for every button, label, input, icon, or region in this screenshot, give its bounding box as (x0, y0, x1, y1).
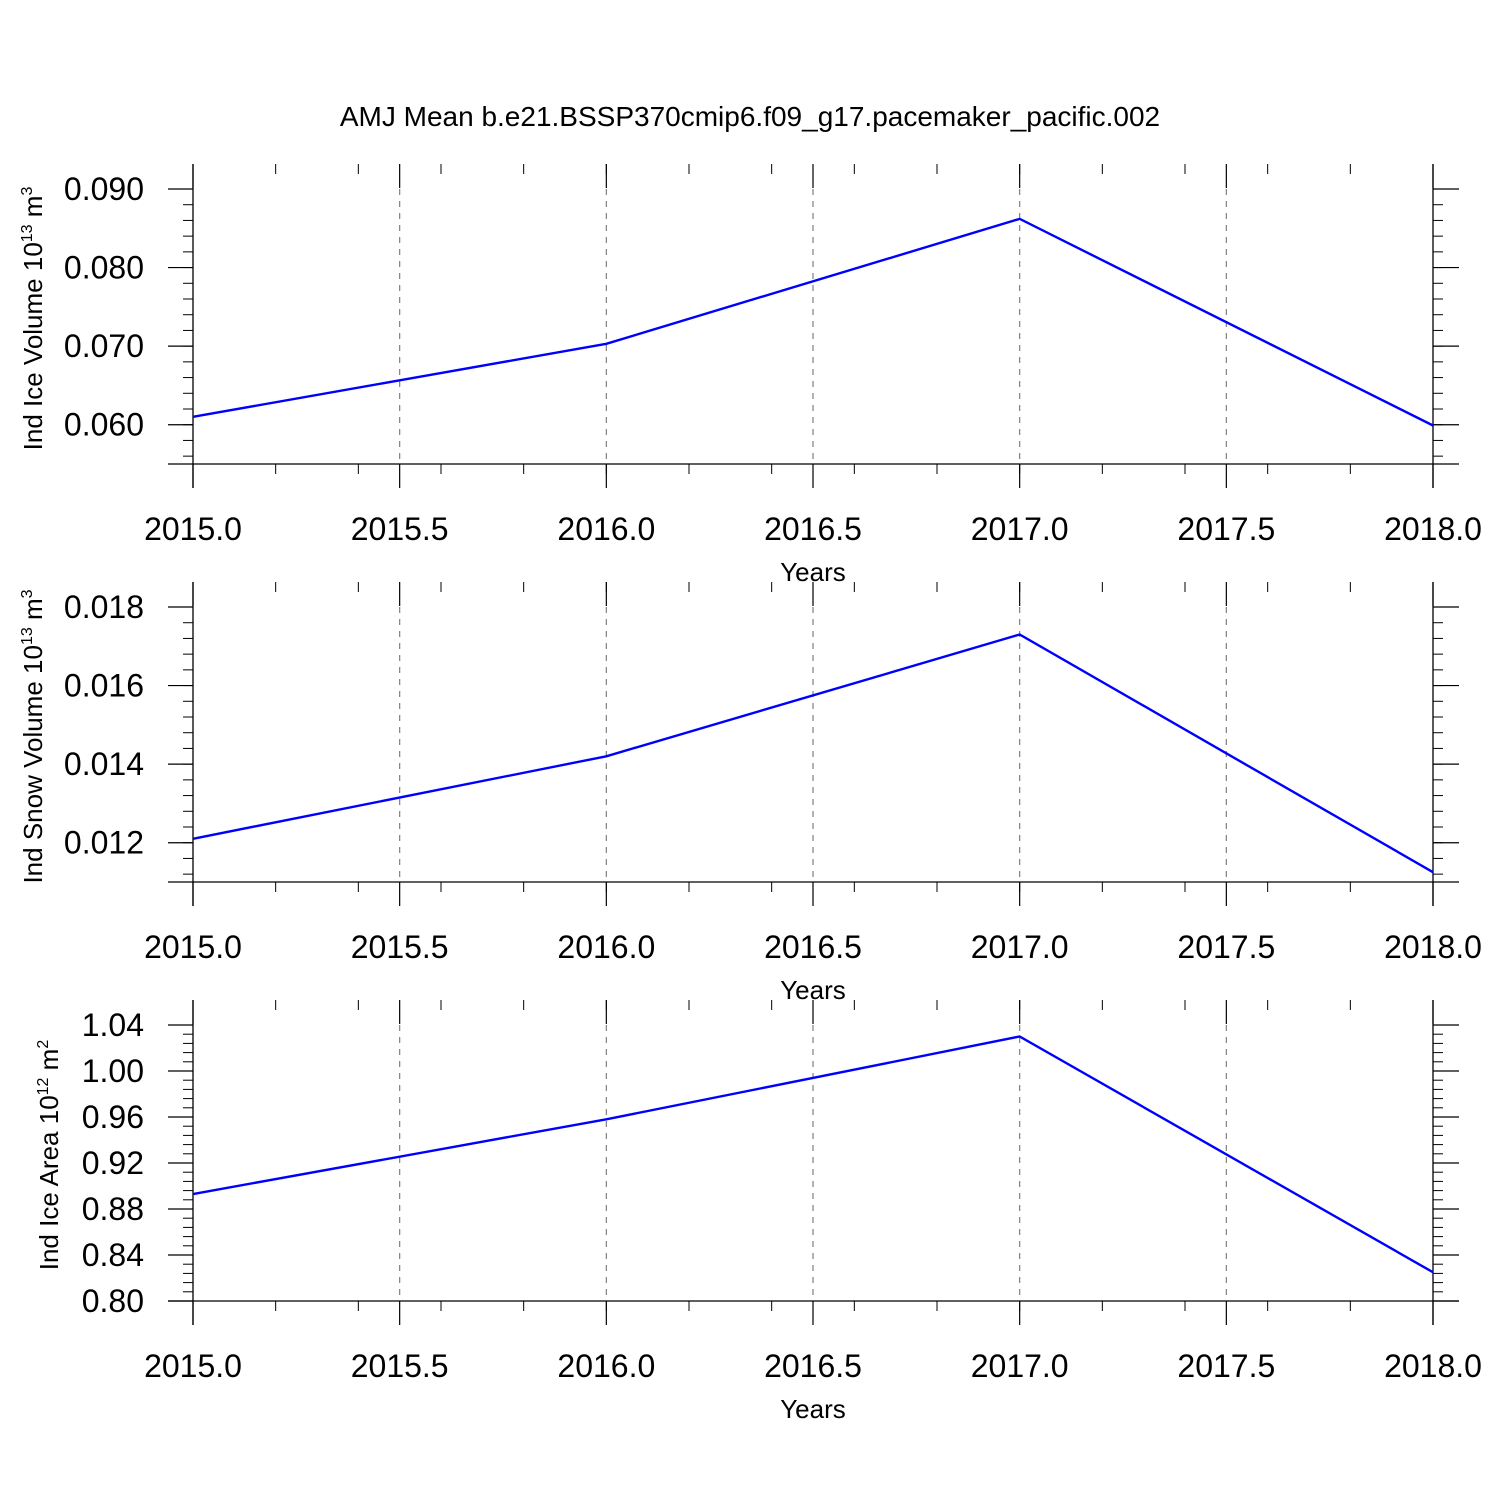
y-tick-label: 0.014 (64, 746, 144, 782)
x-tick-label: 2017.0 (971, 929, 1069, 965)
y-tick-label: 0.92 (82, 1145, 144, 1181)
y-tick-label: 0.016 (64, 668, 144, 704)
x-tick-label: 2016.0 (557, 1348, 655, 1384)
x-tick-label: 2016.5 (764, 929, 862, 965)
x-tick-label: 2015.5 (351, 511, 449, 547)
figure-title: AMJ Mean b.e21.BSSP370cmip6.f09_g17.pace… (340, 101, 1160, 132)
x-tick-label: 2015.5 (351, 1348, 449, 1384)
x-tick-label: 2018.0 (1384, 929, 1482, 965)
x-tick-label: 2016.0 (557, 929, 655, 965)
y-tick-label: 0.80 (82, 1283, 144, 1319)
x-tick-label: 2017.0 (971, 1348, 1069, 1384)
series-line (192, 633, 1434, 874)
x-tick-label: 2017.5 (1177, 929, 1275, 965)
y-tick-label: 0.84 (82, 1237, 144, 1273)
y-tick-label: 0.96 (82, 1099, 144, 1135)
series-line (192, 217, 1434, 427)
x-tick-label: 2015.0 (144, 929, 242, 965)
series-line (192, 1035, 1434, 1274)
y-tick-label: 1.04 (82, 1007, 144, 1043)
chart-panel-2: 2015.0 2015.5 2016.0 2016.5 2017.0 2017.5 2018… (18, 582, 1482, 1005)
x-tick-label: 2016.0 (557, 511, 655, 547)
x-tick-label: 2017.0 (971, 511, 1069, 547)
y-axis-label: Ind Ice Area 1012 m2 (34, 1040, 64, 1271)
x-tick-label: 2018.0 (1384, 1348, 1482, 1384)
x-tick-label: 2015.0 (144, 1348, 242, 1384)
chart-panel-3: 2015.0 2015.5 2016.0 2016.5 2017.0 2017.5 2018… (34, 1000, 1482, 1424)
y-tick-label: 0.060 (64, 407, 144, 443)
x-tick-label: 2017.5 (1177, 1348, 1275, 1384)
y-axis-label: Ind Ice Volume 1013 m3 (18, 187, 48, 451)
x-axis-label: Years (780, 1394, 846, 1424)
y-tick-label: 0.080 (64, 250, 144, 286)
y-tick-label: 0.012 (64, 825, 144, 861)
y-tick-label: 0.090 (64, 171, 144, 207)
panels: 2015.0 2015.5 2016.0 2016.5 2017.0 2017.5 2018… (18, 164, 1482, 1424)
y-tick-label: 0.070 (64, 328, 144, 364)
y-tick-label: 0.88 (82, 1191, 144, 1227)
x-tick-label: 2018.0 (1384, 511, 1482, 547)
x-tick-label: 2015.0 (144, 511, 242, 547)
y-tick-label: 1.00 (82, 1053, 144, 1089)
x-tick-label: 2017.5 (1177, 511, 1275, 547)
chart-panel-1: 2015.0 2015.5 2016.0 2016.5 2017.0 2017.5 2018… (18, 164, 1482, 587)
x-tick-label: 2015.5 (351, 929, 449, 965)
y-tick-label: 0.018 (64, 589, 144, 625)
x-tick-label: 2016.5 (764, 1348, 862, 1384)
x-tick-label: 2016.5 (764, 511, 862, 547)
y-axis-label: Ind Snow Volume 1013 m3 (18, 589, 48, 883)
